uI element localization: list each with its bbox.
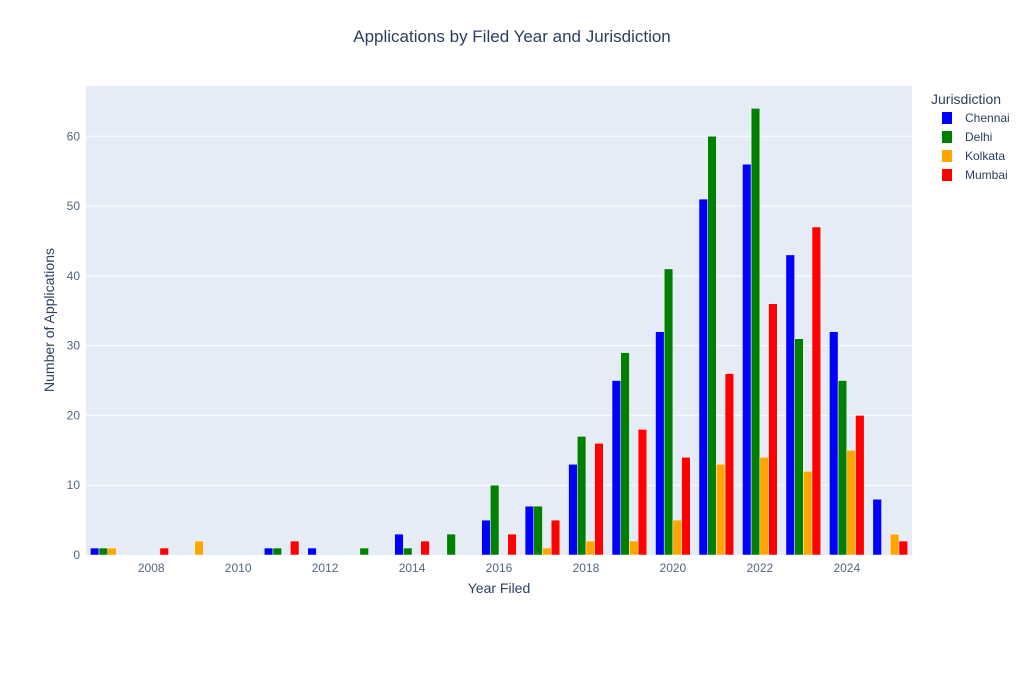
bar-kolkata-2022[interactable] bbox=[759, 457, 769, 556]
y-tick-label: 50 bbox=[67, 199, 81, 213]
x-tick-label: 2012 bbox=[312, 561, 339, 575]
bar-chennai-2020[interactable] bbox=[655, 331, 665, 556]
bar-kolkata-2020[interactable] bbox=[672, 519, 682, 556]
y-tick-label: 40 bbox=[67, 269, 81, 283]
bar-chennai-2022[interactable] bbox=[742, 163, 752, 556]
bar-mumbai-2018[interactable] bbox=[594, 443, 604, 556]
y-tick-label: 10 bbox=[67, 478, 81, 492]
legend-swatch-kolkata[interactable] bbox=[942, 150, 952, 162]
bar-delhi-2024[interactable] bbox=[837, 380, 848, 556]
bar-mumbai-2022[interactable] bbox=[768, 303, 778, 556]
legend-title: Jurisdiction bbox=[931, 91, 1001, 107]
bar-chennai-2007[interactable] bbox=[90, 547, 100, 556]
bar-chennai-2016[interactable] bbox=[481, 519, 491, 556]
y-tick-label: 30 bbox=[67, 339, 81, 353]
bar-kolkata-2019[interactable] bbox=[629, 540, 639, 556]
x-tick-label: 2008 bbox=[138, 561, 165, 575]
bar-mumbai-2014[interactable] bbox=[420, 540, 430, 556]
bar-kolkata-2024[interactable] bbox=[846, 450, 856, 556]
x-tick-label: 2018 bbox=[573, 561, 600, 575]
legend-swatch-chennai[interactable] bbox=[942, 112, 952, 124]
x-tick-label: 2016 bbox=[486, 561, 513, 575]
bar-chennai-2017[interactable] bbox=[524, 505, 535, 556]
bar-mumbai-2008[interactable] bbox=[159, 547, 169, 556]
bar-chennai-2019[interactable] bbox=[611, 380, 621, 556]
x-tick-label: 2010 bbox=[225, 561, 252, 575]
bar-mumbai-2020[interactable] bbox=[681, 457, 691, 556]
bar-mumbai-2024[interactable] bbox=[855, 415, 865, 556]
bar-chennai-2021[interactable] bbox=[698, 198, 708, 556]
bar-mumbai-2019[interactable] bbox=[637, 429, 648, 556]
x-axis-label: Year Filed bbox=[468, 580, 531, 596]
legend-swatch-delhi[interactable] bbox=[942, 131, 952, 143]
y-tick-label: 20 bbox=[67, 408, 81, 422]
bar-kolkata-2017[interactable] bbox=[542, 547, 552, 556]
bar-kolkata-2018[interactable] bbox=[585, 540, 595, 556]
bar-delhi-2007[interactable] bbox=[98, 547, 108, 556]
bar-mumbai-2011[interactable] bbox=[290, 540, 300, 556]
bar-delhi-2015[interactable] bbox=[446, 533, 456, 556]
bar-mumbai-2025[interactable] bbox=[898, 540, 908, 556]
legend-swatch-mumbai[interactable] bbox=[942, 169, 952, 181]
chart-title: Applications by Filed Year and Jurisdict… bbox=[353, 27, 671, 46]
y-axis-label: Number of Applications bbox=[41, 248, 57, 392]
x-tick-label: 2014 bbox=[399, 561, 426, 575]
bar-kolkata-2009[interactable] bbox=[194, 540, 204, 556]
bar-mumbai-2021[interactable] bbox=[724, 373, 735, 556]
bar-chennai-2024[interactable] bbox=[829, 331, 839, 556]
bar-mumbai-2017[interactable] bbox=[550, 519, 561, 556]
legend-item-chennai[interactable]: Chennai bbox=[965, 111, 1010, 125]
bar-delhi-2016[interactable] bbox=[490, 484, 500, 556]
bar-chennai-2023[interactable] bbox=[785, 254, 795, 556]
bar-chennai-2018[interactable] bbox=[568, 464, 578, 556]
bar-delhi-2013[interactable] bbox=[359, 547, 369, 556]
bar-delhi-2020[interactable] bbox=[663, 268, 674, 556]
bar-mumbai-2016[interactable] bbox=[507, 533, 517, 556]
bar-delhi-2018[interactable] bbox=[577, 436, 587, 556]
bar-chennai-2014[interactable] bbox=[394, 533, 404, 556]
bar-chennai-2011[interactable] bbox=[263, 547, 274, 556]
bar-delhi-2019[interactable] bbox=[620, 352, 630, 556]
bar-kolkata-2025[interactable] bbox=[890, 533, 900, 556]
bar-delhi-2014[interactable] bbox=[403, 547, 413, 556]
x-tick-label: 2024 bbox=[833, 561, 860, 575]
bar-kolkata-2021[interactable] bbox=[716, 464, 726, 556]
bar-delhi-2017[interactable] bbox=[533, 505, 543, 556]
bar-delhi-2022[interactable] bbox=[750, 108, 761, 556]
bar-delhi-2021[interactable] bbox=[707, 136, 717, 556]
y-tick-label: 0 bbox=[73, 548, 80, 562]
y-tick-label: 60 bbox=[67, 129, 81, 143]
legend-item-kolkata[interactable]: Kolkata bbox=[965, 149, 1005, 163]
bar-kolkata-2023[interactable] bbox=[803, 471, 813, 556]
bar-chennai-2012[interactable] bbox=[307, 547, 317, 556]
legend-item-mumbai[interactable]: Mumbai bbox=[965, 168, 1008, 182]
bar-delhi-2023[interactable] bbox=[794, 338, 804, 556]
bar-chennai-2025[interactable] bbox=[872, 498, 882, 556]
x-tick-label: 2022 bbox=[746, 561, 773, 575]
legend-item-delhi[interactable]: Delhi bbox=[965, 130, 992, 144]
bar-delhi-2011[interactable] bbox=[272, 547, 282, 556]
bar-mumbai-2023[interactable] bbox=[811, 226, 821, 556]
bar-kolkata-2007[interactable] bbox=[107, 547, 117, 556]
x-tick-label: 2020 bbox=[660, 561, 687, 575]
legend: Jurisdiction Chennai Delhi Kolkata Mumbai bbox=[931, 91, 1010, 182]
